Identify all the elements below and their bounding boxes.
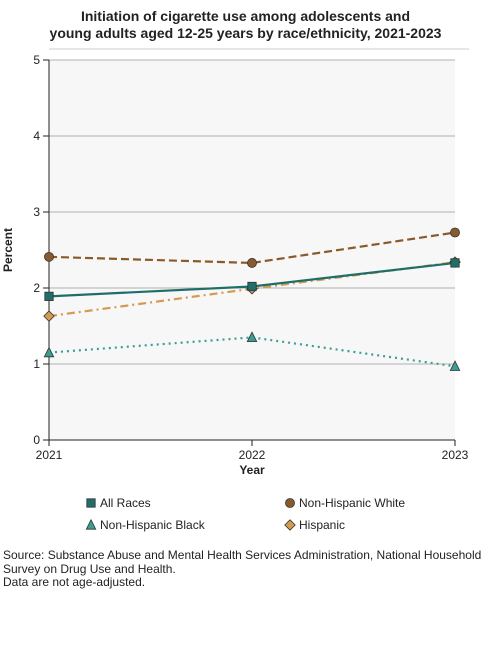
legend-label: Hispanic bbox=[299, 518, 345, 532]
legend-marker bbox=[285, 498, 295, 508]
chart-title-line-1: Initiation of cigarette use among adoles… bbox=[81, 8, 410, 24]
data-point bbox=[449, 360, 461, 371]
data-point bbox=[246, 331, 258, 343]
y-tick-label: 4 bbox=[33, 129, 40, 143]
legend-marker bbox=[85, 518, 97, 530]
y-tick-label: 5 bbox=[33, 53, 40, 67]
x-tick-label: 2021 bbox=[36, 448, 63, 462]
legend-label: All Races bbox=[100, 496, 151, 510]
x-axis-title: Year bbox=[239, 463, 265, 477]
y-axis-ticks: 0 1 2 3 4 5 bbox=[33, 53, 49, 447]
data-point bbox=[247, 258, 257, 268]
series-line bbox=[48, 336, 456, 368]
source-line-2: Survey on Drug Use and Health. bbox=[3, 561, 176, 576]
chart-title-line-2: young adults aged 12-25 years by race/et… bbox=[50, 25, 442, 41]
chart-title: Initiation of cigarette use among adoles… bbox=[50, 8, 442, 41]
x-tick-label: 2022 bbox=[239, 448, 266, 462]
legend-marker bbox=[86, 498, 96, 508]
legend-label: Non-Hispanic White bbox=[299, 496, 405, 510]
y-tick-label: 0 bbox=[33, 433, 40, 447]
y-axis-title: Percent bbox=[1, 228, 15, 272]
data-point bbox=[450, 227, 460, 238]
legend-marker bbox=[284, 519, 296, 531]
x-tick-label: 2023 bbox=[442, 448, 469, 462]
plot-area bbox=[49, 60, 455, 440]
series-markers bbox=[43, 227, 461, 371]
data-point bbox=[44, 291, 54, 301]
data-point bbox=[44, 251, 54, 262]
data-point bbox=[247, 281, 257, 292]
y-tick-label: 2 bbox=[33, 281, 40, 295]
data-point bbox=[450, 258, 460, 268]
source-line-1: Source: Substance Abuse and Mental Healt… bbox=[3, 548, 482, 562]
source-note: Source: Substance Abuse and Mental Healt… bbox=[3, 548, 489, 590]
legend-label: Non-Hispanic Black bbox=[100, 518, 206, 532]
data-point bbox=[43, 346, 55, 358]
line-chart: Initiation of cigarette use among adoles… bbox=[1, 8, 469, 532]
y-tick-label: 3 bbox=[33, 205, 40, 219]
source-line-3: Data are not age-adjusted. bbox=[3, 575, 146, 589]
legend: All Races Non-Hispanic White Non-Hispanic … bbox=[85, 496, 405, 532]
x-axis-ticks: 2021 2022 2023 bbox=[36, 440, 469, 462]
series-line bbox=[48, 231, 456, 265]
data-point bbox=[43, 310, 55, 322]
y-tick-label: 1 bbox=[33, 357, 40, 371]
